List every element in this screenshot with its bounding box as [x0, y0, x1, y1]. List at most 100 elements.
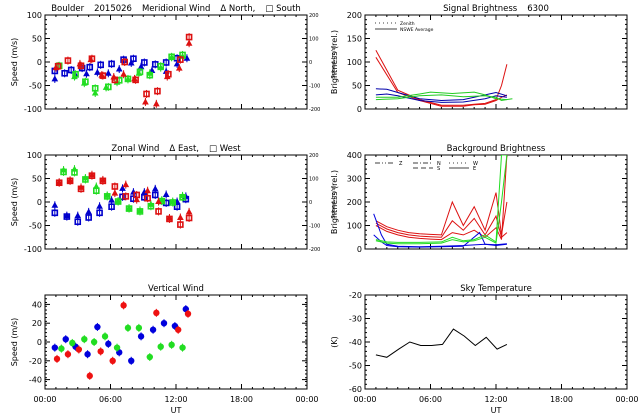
title-part: Meridional Wind — [142, 4, 210, 14]
data-point-triangle — [85, 208, 93, 215]
x-tick-label: 00:00 — [295, 395, 318, 404]
data-point-square — [72, 70, 79, 78]
y-tick-label: -60 — [349, 385, 362, 394]
y-right-axis-label: Speed (m/s) — [331, 185, 337, 218]
data-point-circle — [109, 357, 116, 364]
x-tick-label: 00:00 — [353, 395, 376, 404]
legend-label: Zenith — [400, 21, 415, 27]
data-point-triangle — [83, 70, 90, 77]
data-point-square — [91, 85, 99, 92]
y-tick-label: 0 — [357, 105, 362, 114]
series-line-red-3 — [375, 155, 508, 241]
y-tick-label: 100 — [27, 11, 42, 20]
plot-area — [375, 328, 508, 358]
data-point-square — [85, 214, 92, 221]
title-part: Boulder — [51, 4, 84, 14]
data-point-triangle — [173, 60, 181, 67]
data-point-triangle — [111, 189, 119, 196]
title-part: □ South — [265, 4, 300, 14]
data-point-square — [77, 62, 85, 70]
data-point-triangle — [74, 212, 82, 219]
panel-skytemp: Sky Temperature -60 -50 -40 -30 -20 00:00 06:00… — [330, 284, 639, 415]
series-line-green-2 — [375, 155, 508, 245]
series-line-blue-2 — [373, 231, 507, 248]
y-tick-label: -100 — [24, 105, 42, 114]
data-point-circle — [157, 343, 164, 350]
data-point-triangle — [162, 190, 170, 197]
series-line-green-1 — [375, 91, 507, 101]
legend-label: NSWE Average — [400, 27, 434, 33]
data-point-square — [105, 83, 112, 91]
data-point-square — [60, 168, 67, 176]
y-tick-label: -50 — [29, 82, 42, 91]
y-tick-label: 200 — [347, 11, 362, 20]
data-point-square — [61, 69, 68, 77]
data-point-triangle — [127, 59, 135, 66]
data-point-square — [177, 221, 184, 228]
chart-title: Zonal Wind Δ East, □ West — [111, 144, 241, 154]
data-point-square — [114, 198, 122, 205]
data-point-square — [108, 203, 115, 210]
y-tick-label: 50 — [32, 35, 42, 44]
plot-frame — [364, 294, 628, 390]
y-right-tick-label: -100 — [309, 224, 320, 230]
data-point-circle — [97, 348, 104, 355]
data-point-circle — [174, 326, 182, 333]
data-point-circle — [124, 324, 132, 332]
data-point-triangle — [120, 70, 127, 77]
y-tick-label: 50 — [32, 175, 42, 184]
data-point-square — [124, 75, 132, 83]
data-point-triangle — [119, 184, 126, 191]
data-point-square — [146, 71, 154, 79]
y-tick-label: -100 — [24, 245, 42, 254]
data-point-square — [82, 176, 89, 183]
y-right-tick-label: -200 — [309, 107, 320, 113]
data-point-square — [165, 70, 172, 78]
y-tick-label: -50 — [29, 222, 42, 231]
legend-label: S — [437, 166, 440, 172]
x-tick-label: 12:00 — [484, 395, 507, 404]
data-point-triangle — [142, 98, 149, 105]
plot-area — [51, 165, 193, 229]
y-tick-label: -40 — [29, 376, 42, 385]
data-point-square — [103, 193, 111, 200]
data-point-circle — [94, 323, 101, 331]
y-tick-label: 40 — [32, 300, 42, 309]
data-point-triangle — [177, 213, 184, 221]
x-axis-label: UT — [491, 406, 502, 415]
data-point-square — [86, 63, 94, 71]
data-point-square — [147, 202, 155, 210]
y-right-axis-label: Speed (m/s) — [331, 45, 337, 78]
y-tick-label: 20 — [32, 319, 42, 328]
y-tick-label: 200 — [347, 198, 362, 207]
legend-label: Z — [399, 161, 403, 167]
y-tick-label: 100 — [347, 58, 362, 67]
data-point-circle — [51, 344, 59, 351]
series-line-red-1 — [375, 192, 508, 236]
series-line-red-2 — [375, 214, 508, 239]
data-point-triangle — [133, 196, 141, 203]
plot-area — [51, 33, 193, 108]
data-point-circle — [135, 324, 143, 332]
y-tick-label: 100 — [347, 222, 362, 231]
title-part: Δ East, — [169, 144, 199, 154]
data-point-square — [55, 179, 63, 187]
y-tick-label: -30 — [349, 315, 362, 324]
y-right-tick-label: 100 — [309, 177, 319, 183]
panel-signal: Signal Brightness 6300 0 50 100 150 200 Brightn… — [330, 4, 628, 114]
panel-zonal: Zonal Wind Δ East, □ West -100 -50 0 50 100 -200… — [10, 144, 337, 254]
chart-title: Signal Brightness 6300 — [443, 4, 549, 14]
data-point-circle — [146, 353, 153, 361]
x-tick-label: 18:00 — [230, 395, 253, 404]
y-tick-label: 0 — [357, 245, 362, 254]
data-point-square — [162, 59, 170, 66]
y-axis-label: Speed (m/s) — [10, 318, 19, 367]
data-point-square — [54, 62, 62, 70]
data-point-circle — [69, 339, 76, 347]
legend-label: N — [437, 161, 441, 167]
y-tick-label: 300 — [347, 175, 362, 184]
data-point-triangle — [185, 39, 193, 46]
plot-area — [373, 155, 508, 248]
data-point-square — [67, 66, 75, 74]
data-point-triangle — [94, 68, 101, 75]
